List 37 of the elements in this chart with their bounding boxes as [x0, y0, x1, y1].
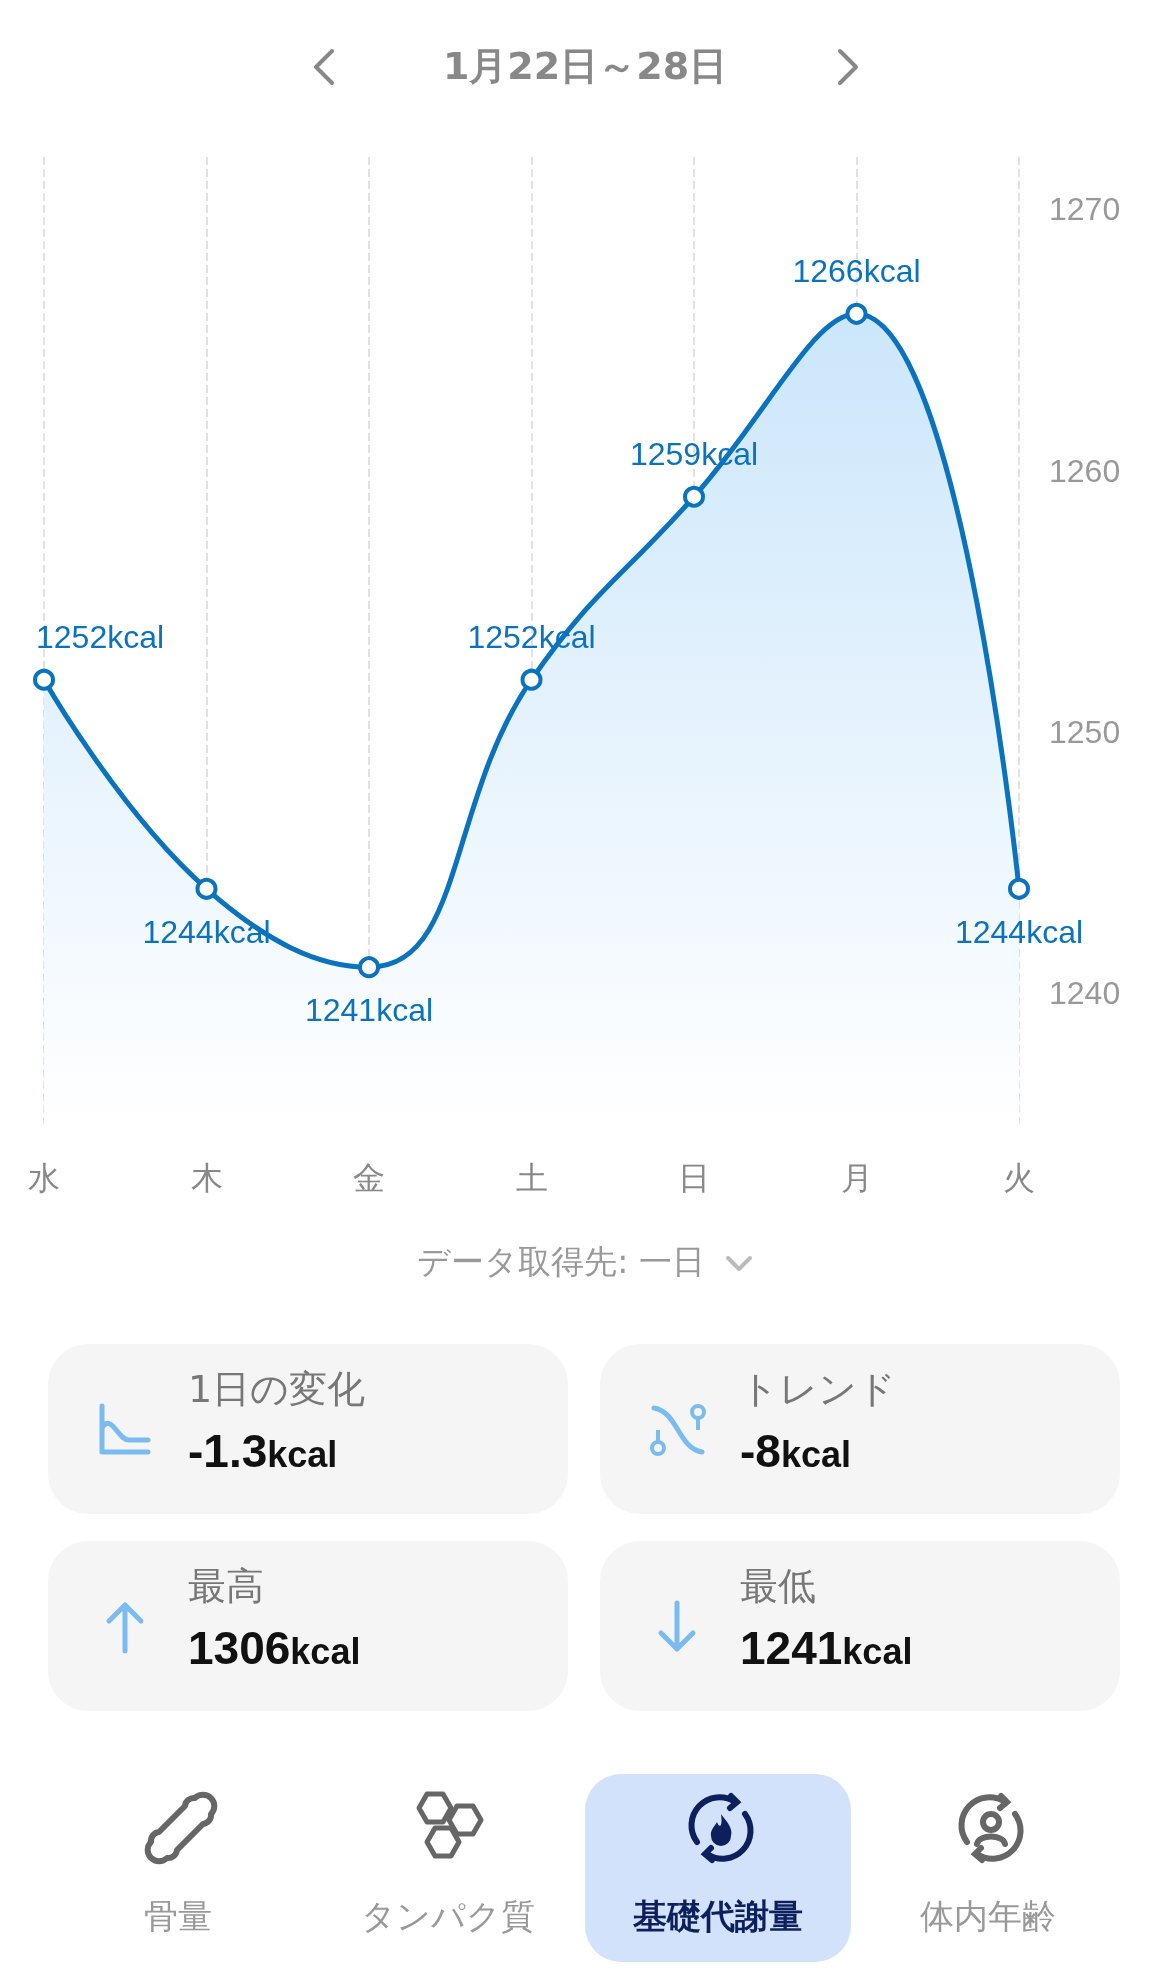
point: [520, 668, 543, 691]
text: データ取得先: 一日: [417, 1242, 705, 1281]
data-label: 1266kcal: [792, 252, 921, 289]
text: 最高: [188, 1563, 264, 1610]
point: [195, 877, 218, 900]
x-tick-label: 月: [840, 1159, 873, 1197]
x-tick-label: 土: [515, 1159, 548, 1197]
y-tick-label: 1270: [1049, 191, 1121, 228]
text: 1日の変化: [188, 1366, 366, 1413]
x-tick-label: 水: [28, 1159, 60, 1197]
x-tick-label: 木: [190, 1159, 223, 1197]
data-label: 1241kcal: [304, 992, 434, 1029]
text: 1241kcal: [740, 1621, 913, 1675]
x-tick-label: 日: [678, 1159, 710, 1197]
text: 体内年齢: [919, 1895, 1057, 1938]
data-label: 1244kcal: [954, 913, 1084, 950]
point: [845, 302, 868, 325]
point: [683, 485, 705, 508]
data-label: 1252kcal: [36, 618, 165, 655]
x-tick-label: 金: [353, 1159, 385, 1197]
y-tick-label: 1250: [1049, 713, 1121, 750]
y-tick-label: 1240: [1049, 975, 1121, 1012]
text: -1.3kcal: [188, 1424, 338, 1478]
point: [358, 956, 380, 979]
point: [33, 668, 55, 691]
text: タンパク質: [360, 1895, 536, 1938]
text: 骨量: [143, 1895, 213, 1938]
x-tick-label: 火: [1003, 1159, 1035, 1197]
text: -8kcal: [740, 1424, 851, 1478]
y-tick-label: 1260: [1049, 452, 1121, 489]
text: 1306kcal: [188, 1621, 361, 1675]
data-label: 1244kcal: [142, 913, 271, 950]
text: 基礎代謝量: [632, 1895, 804, 1938]
point: [1008, 877, 1030, 900]
text: 最低: [740, 1563, 816, 1610]
chart-title: 1月22日～28日: [442, 44, 728, 88]
text: トレンド: [740, 1366, 896, 1413]
